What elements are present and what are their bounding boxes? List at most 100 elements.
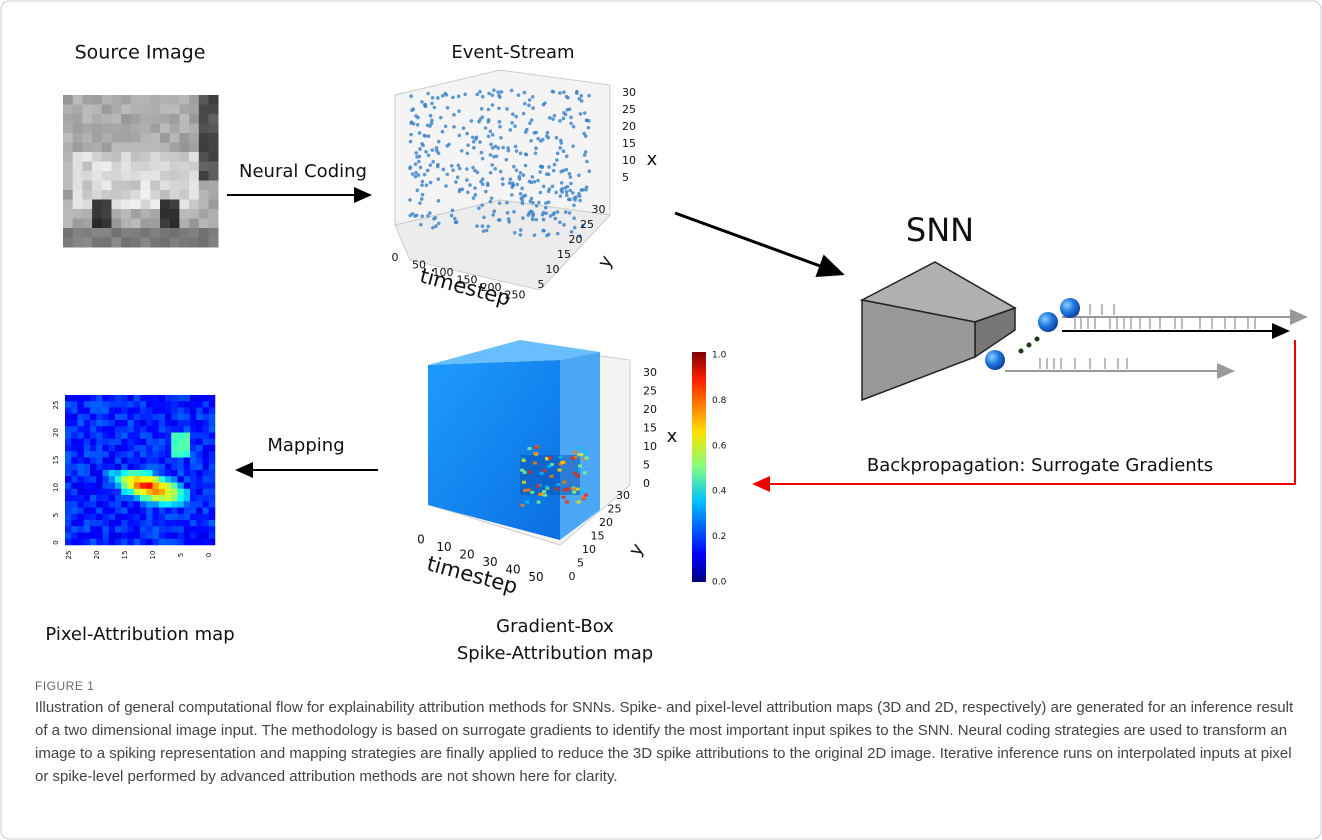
pixel bbox=[209, 520, 216, 527]
tick-label: 5 bbox=[643, 459, 650, 472]
event-dot bbox=[429, 181, 433, 185]
event-dot bbox=[461, 187, 465, 191]
tick-label: 25 bbox=[65, 551, 73, 560]
pixel bbox=[103, 514, 110, 521]
pixel bbox=[159, 514, 166, 521]
pixel bbox=[165, 533, 172, 540]
pixel bbox=[159, 451, 166, 458]
hot-voxel bbox=[565, 500, 569, 503]
pixel bbox=[189, 181, 199, 191]
pixel bbox=[209, 476, 216, 483]
tick-label: 0 bbox=[392, 251, 399, 264]
pixel bbox=[141, 238, 151, 248]
event-dot bbox=[542, 185, 546, 189]
pixel bbox=[73, 200, 83, 210]
pixel bbox=[199, 238, 209, 248]
hot-voxel bbox=[562, 496, 566, 499]
event-dot bbox=[554, 191, 558, 195]
event-dot bbox=[546, 131, 550, 135]
pixel bbox=[165, 401, 172, 408]
pixel bbox=[121, 95, 131, 105]
pixel bbox=[121, 439, 128, 446]
pixel bbox=[71, 426, 78, 433]
event-dot bbox=[421, 180, 425, 184]
hot-voxel bbox=[560, 461, 564, 464]
event-dot bbox=[534, 131, 538, 135]
event-dot bbox=[436, 96, 440, 100]
hot-voxel bbox=[571, 457, 575, 460]
tick-label: 30 bbox=[616, 489, 630, 502]
pixel bbox=[115, 458, 122, 465]
event-dot bbox=[509, 177, 513, 181]
pixel bbox=[150, 152, 160, 162]
pixel bbox=[203, 514, 210, 521]
event-dot bbox=[455, 220, 459, 224]
pixel bbox=[170, 200, 180, 210]
pixel bbox=[190, 433, 197, 440]
event-dot bbox=[434, 216, 438, 220]
pixel bbox=[84, 470, 91, 477]
pixel bbox=[112, 200, 122, 210]
event-dot bbox=[491, 133, 495, 137]
pixel bbox=[65, 401, 72, 408]
pixel bbox=[196, 533, 203, 540]
pixel bbox=[184, 395, 191, 402]
pixel bbox=[178, 508, 185, 515]
pixel bbox=[128, 501, 135, 508]
pixel bbox=[178, 495, 185, 502]
pixel bbox=[159, 495, 166, 502]
pixel bbox=[165, 451, 172, 458]
pixel bbox=[160, 114, 170, 124]
pixel bbox=[203, 445, 210, 452]
pixel bbox=[153, 501, 160, 508]
axis-label: y bbox=[594, 252, 618, 272]
hot-voxel bbox=[548, 457, 552, 460]
event-dot bbox=[577, 97, 581, 101]
pixel bbox=[115, 464, 122, 471]
pixel bbox=[178, 489, 185, 496]
tick-label: 15 bbox=[643, 422, 657, 435]
pixel bbox=[90, 451, 97, 458]
pixel bbox=[78, 470, 85, 477]
pixel bbox=[78, 489, 85, 496]
event-dot bbox=[431, 226, 435, 230]
tick-label: 25 bbox=[622, 103, 636, 116]
pixel bbox=[179, 190, 189, 200]
pixel bbox=[121, 520, 128, 527]
event-dot bbox=[529, 210, 533, 214]
pixel bbox=[159, 414, 166, 421]
pixel bbox=[189, 228, 199, 238]
event-dot bbox=[565, 168, 569, 172]
pixel bbox=[159, 483, 166, 490]
pixel bbox=[134, 395, 141, 402]
pixel bbox=[112, 143, 122, 153]
pixel bbox=[112, 228, 122, 238]
pixel bbox=[165, 489, 172, 496]
pixel bbox=[121, 489, 128, 496]
pixel bbox=[96, 520, 103, 527]
pixel bbox=[179, 228, 189, 238]
pixel bbox=[115, 470, 122, 477]
pixel bbox=[109, 520, 116, 527]
pixel bbox=[73, 95, 83, 105]
event-dot bbox=[507, 217, 511, 221]
pixel bbox=[109, 439, 116, 446]
event-dot bbox=[492, 209, 496, 213]
pixel bbox=[165, 464, 172, 471]
event-dot bbox=[565, 155, 569, 159]
pixel bbox=[90, 508, 97, 515]
event-dot bbox=[584, 150, 588, 154]
event-dot bbox=[568, 211, 572, 215]
event-dot bbox=[553, 163, 557, 167]
pixel bbox=[190, 501, 197, 508]
pixel bbox=[170, 143, 180, 153]
event-dot bbox=[519, 152, 523, 156]
pixel bbox=[103, 483, 110, 490]
pixel bbox=[159, 539, 166, 546]
pixel bbox=[209, 228, 219, 238]
event-dot bbox=[424, 150, 428, 154]
hot-voxel bbox=[557, 469, 561, 472]
pixel bbox=[63, 209, 73, 219]
event-dot bbox=[499, 170, 503, 174]
pixel bbox=[140, 408, 147, 415]
